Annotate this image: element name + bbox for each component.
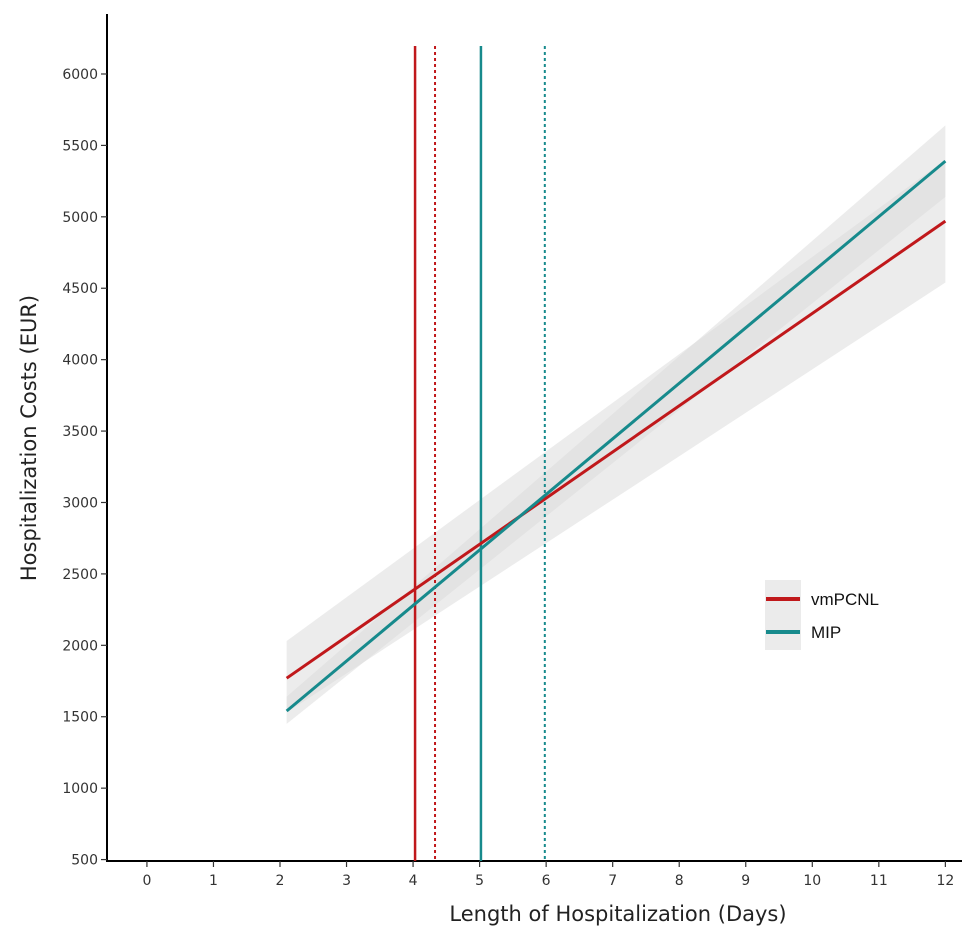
x-tick-label-11: 11 (870, 873, 888, 889)
legend-label-vmpcnl: vmPCNL (811, 590, 879, 609)
x-tick-label-2: 2 (276, 873, 285, 889)
y-tick-label-6000: 6000 (62, 67, 98, 83)
y-axis-title: Hospitalization Costs (EUR) (17, 295, 41, 581)
x-tick-label-8: 8 (675, 873, 684, 889)
y-tick-label-5500: 5500 (62, 138, 98, 154)
legend-key-background (765, 580, 801, 650)
legend: vmPCNL MIP (765, 580, 879, 650)
confidence-bands (286, 125, 946, 724)
series-line-vmpcnl (285, 219, 947, 680)
y-tick-label-4500: 4500 (62, 281, 98, 297)
axes (106, 14, 962, 862)
y-tick-label-2500: 2500 (62, 567, 98, 583)
confidence-band-mip (286, 125, 946, 724)
series-lines (285, 159, 947, 713)
x-tick-label-10: 10 (803, 873, 821, 889)
y-tick-label-1000: 1000 (62, 781, 98, 797)
x-tick-label-9: 9 (741, 873, 750, 889)
y-tick-label-2000: 2000 (62, 638, 98, 654)
x-tick-label-7: 7 (608, 873, 617, 889)
y-tick-label-5000: 5000 (62, 210, 98, 226)
x-tick-label-0: 0 (142, 873, 151, 889)
x-axis-title: Length of Hospitalization (Days) (449, 902, 786, 926)
reference-lines (413, 46, 546, 861)
y-tick-label-1500: 1500 (62, 710, 98, 726)
y-tick-label-500: 500 (71, 853, 98, 869)
y-tick-label-3000: 3000 (62, 495, 98, 511)
x-tick-label-3: 3 (342, 873, 351, 889)
y-tick-label-4000: 4000 (62, 353, 98, 369)
x-tick-label-4: 4 (409, 873, 418, 889)
x-tick-label-1: 1 (209, 873, 218, 889)
y-tick-label-3500: 3500 (62, 424, 98, 440)
x-tick-label-5: 5 (475, 873, 484, 889)
x-tick-label-6: 6 (542, 873, 551, 889)
x-tick-label-12: 12 (936, 873, 954, 889)
ticks: 0 1 2 3 4 5 6 7 8 9 10 11 12500100015002000250030003… (62, 67, 954, 889)
legend-label-mip: MIP (811, 623, 841, 642)
series-line-mip (285, 159, 947, 713)
